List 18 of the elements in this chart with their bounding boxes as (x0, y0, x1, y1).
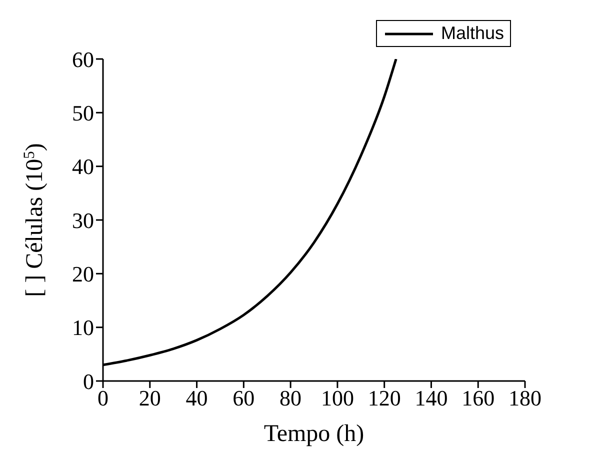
x-tick-label: 80 (280, 386, 302, 411)
y-tick-label: 10 (72, 315, 94, 340)
x-tick-label: 60 (232, 386, 255, 411)
y-tick-label: 40 (72, 154, 94, 180)
x-tick-label: 20 (138, 386, 161, 411)
y-tick-label: 0 (83, 368, 94, 394)
y-tick-label: 30 (72, 208, 94, 233)
x-tick-label: 100 (320, 386, 354, 411)
y-tick-label: 60 (72, 46, 94, 72)
x-tick-label: 120 (368, 386, 401, 411)
y-tick-label: 20 (72, 261, 94, 286)
x-tick-label: 40 (186, 386, 208, 411)
x-tick-label: 140 (414, 386, 448, 411)
y-tick-label: 50 (72, 100, 94, 126)
x-tick-label: 180 (508, 386, 542, 411)
x-tick-label: 160 (462, 386, 495, 411)
legend-label: Malthus (441, 23, 504, 44)
x-axis-title: Tempo (h) (264, 421, 364, 447)
